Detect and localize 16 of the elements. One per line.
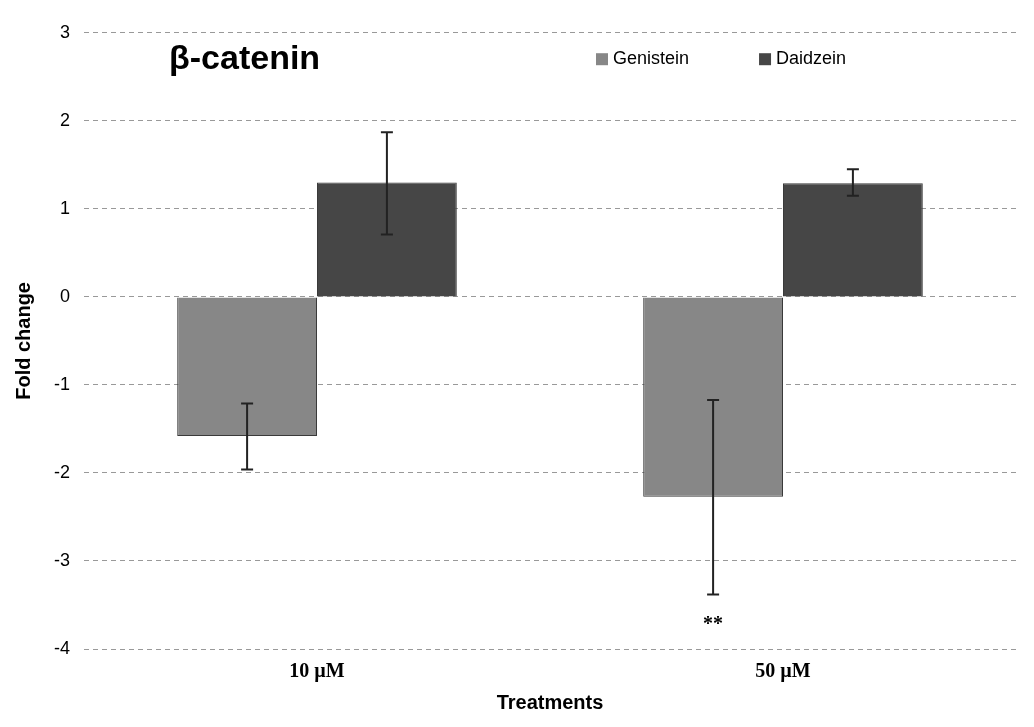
y-tick-label: 2 xyxy=(59,109,70,130)
legend-label: Daidzein xyxy=(776,48,847,69)
y-tick-label: -1 xyxy=(53,373,70,394)
x-axis-title: Treatments xyxy=(496,690,604,713)
y-tick-label: 1 xyxy=(59,197,70,218)
y-tick-label: -4 xyxy=(53,637,70,658)
annotation: ** xyxy=(703,611,724,634)
chart-title: β-catenin xyxy=(169,37,321,76)
x-tick-label: 10 µM xyxy=(289,659,345,683)
y-tick-label: 3 xyxy=(59,21,70,42)
y-tick-label: -2 xyxy=(53,461,70,482)
x-tick-label: 50 µM xyxy=(755,659,811,683)
legend-label: Genistein xyxy=(613,48,690,69)
y-tick-label: -3 xyxy=(53,549,70,570)
y-axis-title: Fold change xyxy=(11,282,34,400)
y-tick-label: 0 xyxy=(59,285,70,306)
